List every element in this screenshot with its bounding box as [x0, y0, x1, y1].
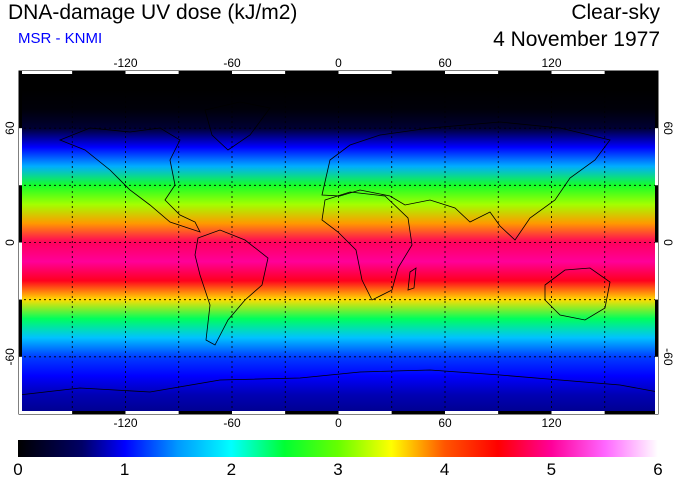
lon-tick-label-bottom: 60: [438, 416, 452, 430]
frame-segment-left: [19, 185, 22, 243]
frame-segment-top: [232, 71, 286, 74]
coastline-antarctica: [19, 369, 658, 396]
frame-segment-bottom: [338, 411, 392, 414]
lat-ticks-right: 60 0 -60: [661, 121, 675, 365]
lat-tick-label-left: 60: [3, 121, 17, 135]
frame-segment-bottom: [72, 411, 126, 414]
colorbar-tick-label: 4: [440, 460, 449, 479]
frame-segment-left: [19, 71, 22, 129]
colorbar-tick-label: 2: [227, 460, 236, 479]
frame-segment-top: [19, 71, 73, 74]
lat-tick-label-right: -60: [661, 348, 675, 366]
lon-tick-label-top: 60: [438, 56, 452, 70]
frame-segment-top: [285, 71, 339, 74]
colorbar-tick-label: 6: [653, 460, 662, 479]
coastline-greenland: [204, 101, 271, 151]
colorbar-tick-label: 3: [333, 460, 342, 479]
lat-tick-label-right: 0: [661, 239, 675, 246]
lat-tick-label-right: 60: [661, 121, 675, 135]
colorbar: [18, 440, 658, 457]
coastline-south-america: [194, 229, 269, 346]
lon-tick-label-bottom: -60: [223, 416, 241, 430]
frame-segment-top: [604, 71, 658, 74]
frame-segment-left: [19, 242, 22, 300]
frame-segment-right: [655, 185, 658, 243]
frame-segment-top: [445, 71, 499, 74]
lat-tick-label-left: -60: [3, 348, 17, 366]
lon-tick-label-top: -60: [223, 56, 241, 70]
frame-scale-bars: [19, 71, 658, 414]
lon-tick-label-top: -120: [113, 56, 137, 70]
frame-segment-left: [19, 128, 22, 186]
frame-segment-right: [655, 242, 658, 300]
colorbar-tick-label: 0: [13, 460, 22, 479]
coastline-north-america: [58, 127, 201, 233]
lat-tick-label-left: 0: [3, 239, 17, 246]
colorbar-labels: 0 1 2 3 4 5 6: [13, 460, 662, 479]
lon-tick-label-bottom: 0: [335, 416, 342, 430]
coastline-madagascar: [407, 267, 417, 291]
frame-segment-top: [551, 71, 605, 74]
graticule: [19, 71, 658, 414]
frame-segment-bottom: [285, 411, 339, 414]
lon-tick-label-bottom: -120: [113, 416, 137, 430]
frame-segment-top: [391, 71, 445, 74]
map-title: DNA-damage UV dose (kJ/m2): [8, 1, 298, 24]
lon-tick-label-top: 0: [335, 56, 342, 70]
frame-segment-bottom: [551, 411, 605, 414]
frame-segment-bottom: [125, 411, 179, 414]
coastline-africa: [321, 191, 413, 301]
frame-segment-bottom: [445, 411, 499, 414]
coastline-eurasia: [321, 121, 611, 241]
frame-segment-top: [338, 71, 392, 74]
lon-tick-label-top: 120: [541, 56, 561, 70]
frame-segment-right: [655, 356, 658, 414]
frame-segment-bottom: [19, 411, 73, 414]
frame-segment-bottom: [178, 411, 232, 414]
frame-segment-top: [125, 71, 179, 74]
lon-tick-label-bottom: 120: [541, 416, 561, 430]
frame-segment-bottom: [232, 411, 286, 414]
frame-segment-top: [498, 71, 552, 74]
lon-ticks-top: -120 -60 0 60 120: [113, 56, 561, 70]
frame-segment-right: [655, 299, 658, 357]
map-subtitle: MSR - KNMI: [18, 30, 103, 47]
coastlines: [19, 101, 658, 396]
lon-ticks-bottom: -120 -60 0 60 120: [113, 416, 561, 430]
frame-segment-left: [19, 356, 22, 414]
lat-ticks-left: 60 0 -60: [3, 121, 17, 365]
sky-condition-label: Clear-sky: [571, 1, 660, 24]
frame-segment-right: [655, 71, 658, 129]
frame-segment-top: [178, 71, 232, 74]
date-label: 4 November 1977: [493, 28, 660, 51]
frame-segment-top: [72, 71, 126, 74]
colorbar-tick-label: 5: [547, 460, 556, 479]
colorbar-tick-label: 1: [120, 460, 129, 479]
frame-segment-bottom: [391, 411, 445, 414]
frame-segment-right: [655, 128, 658, 186]
frame-segment-bottom: [498, 411, 552, 414]
frame-segment-left: [19, 299, 22, 357]
frame-segment-bottom: [604, 411, 658, 414]
